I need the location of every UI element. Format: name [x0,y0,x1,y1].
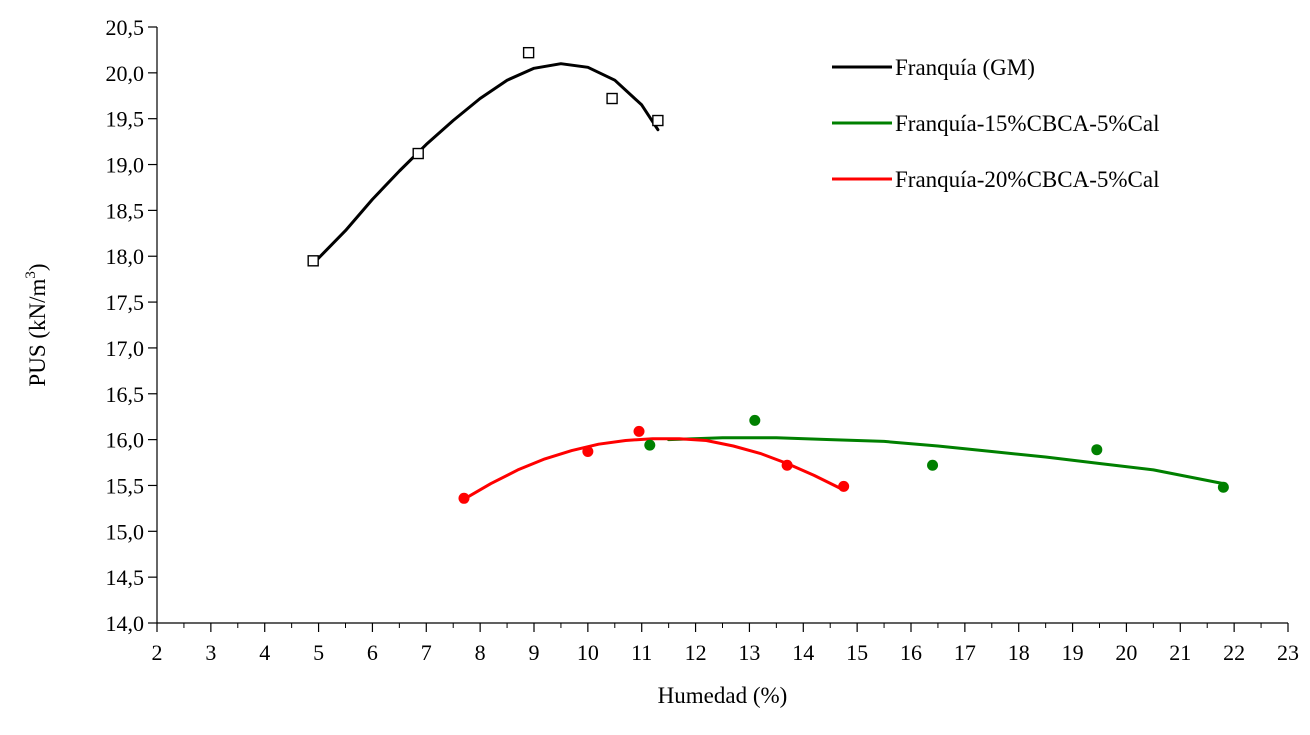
series-0-curve [311,62,660,266]
x-tick-label: 14 [792,640,814,665]
x-tick-label: 2 [152,640,163,665]
legend: Franquía (GM) Franquía-15%CBCA-5%Cal Franq… [832,55,1159,192]
x-tick-label: 3 [205,640,216,665]
series-1-point [644,439,656,451]
x-tick-label: 6 [367,640,378,665]
series-0-point [522,46,535,59]
y-tick-label: 15,5 [106,473,145,498]
x-tick-label: 16 [900,640,922,665]
x-tick-label: 7 [421,640,432,665]
series-0-point [652,114,664,127]
x-tick-label: 23 [1277,640,1299,665]
points [307,46,1229,504]
x-tick-label: 13 [738,640,760,665]
x-tick-label: 10 [577,640,599,665]
series-2-point [781,459,793,471]
y-axis-title-sup: 3 [23,271,39,279]
y-tick-label: 18,0 [106,244,145,269]
x-tick-label: 8 [475,640,486,665]
x-tick-label: 18 [1008,640,1030,665]
series-1-curve [667,436,1225,486]
y-tick-label: 19,5 [106,107,145,132]
y-tick-label: 20,5 [106,15,145,40]
series-2-point [582,446,594,458]
y-axis-title-close: ) [25,263,50,271]
x-tick-label: 15 [846,640,868,665]
legend-label: Franquía (GM) [895,55,1035,80]
x-axis-title: Humedad (%) [658,683,788,708]
y-tick-label: 14,5 [106,565,145,590]
y-tick-label: 17,5 [106,290,145,315]
series-0-point [307,255,319,267]
y-tick-label: 15,0 [106,519,145,544]
y-tick-label: 16,0 [106,428,145,453]
y-tick-label: 19,0 [106,153,145,178]
series-1-point [1091,444,1103,456]
y-axis-title: PUS (kN/m3) [23,263,50,386]
x-tick-label: 5 [313,640,324,665]
x-tick-label: 22 [1223,640,1245,665]
curves [311,62,1225,501]
y-tick-label: 16,5 [106,382,145,407]
series-1-point [927,459,939,471]
series-2-point [838,480,850,492]
series-0-point [412,147,424,160]
y-axis-title-main: PUS (kN/m [25,278,50,386]
legend-label: Franquía-20%CBCA-5%Cal [895,167,1159,192]
x-tick-label: 9 [529,640,540,665]
x-tick-label: 12 [685,640,707,665]
series-1-point [749,414,761,426]
x-tick-label: 11 [631,640,652,665]
series-1-point [1217,481,1229,493]
series-2-curve [462,437,846,501]
x-tick-label: 21 [1169,640,1191,665]
series-2-point [458,492,470,504]
x-tick-label: 4 [259,640,270,665]
axes: 2 3 4 5 6 7 8 9 10 11 12 13 14 15 16 17 18 19 20 21 22 2314,0… [106,15,1300,665]
y-tick-label: 20,0 [106,61,145,86]
y-tick-label: 14,0 [106,611,145,636]
legend-label: Franquía-15%CBCA-5%Cal [895,111,1159,136]
x-tick-label: 19 [1062,640,1084,665]
series-2-point [633,425,645,437]
x-tick-label: 17 [954,640,976,665]
series-0-point [606,92,618,105]
y-tick-label: 17,0 [106,336,145,361]
y-tick-label: 18,5 [106,198,145,223]
x-tick-label: 20 [1115,640,1137,665]
